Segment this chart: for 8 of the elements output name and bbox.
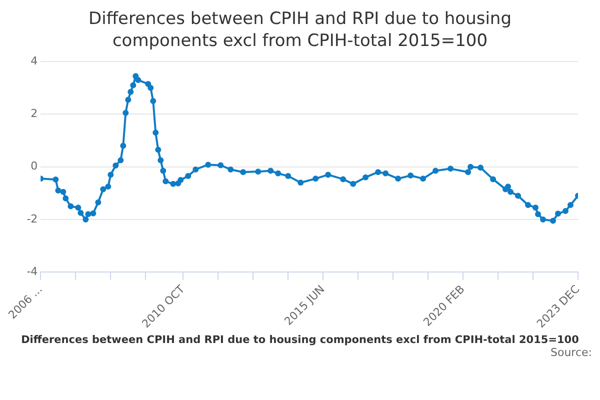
source-note: Source: [550,346,592,359]
y-tick-label: -4 [26,264,38,278]
y-tick-label: 2 [30,107,38,120]
chart-title: Differences between CPIH and RPI due to housing components excl from CPIH-total 2015=100 [88,8,512,52]
y-tick-label: 4 [30,54,38,68]
text: Differences between CPIH and RPI due to housing components excl from CPIH-total 2015=100 [20,334,580,346]
y-tick-label: 0 [30,160,38,173]
y-tick-label: -2 [26,212,38,226]
